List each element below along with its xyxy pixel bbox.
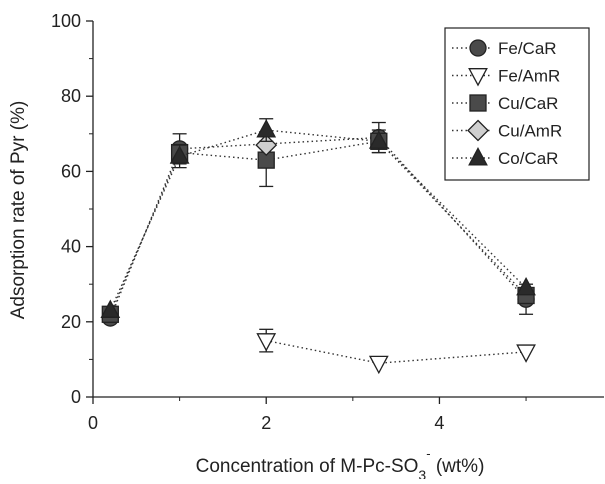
legend-marker <box>469 39 487 57</box>
y-tick-label: 40 <box>61 237 81 257</box>
x-axis-label-main: Concentration of M-Pc-SO <box>196 456 419 477</box>
legend-item-cu-car: Cu/CaR <box>452 94 558 113</box>
legend-box <box>444 27 590 181</box>
series-co-car <box>100 118 536 318</box>
legend-label: Fe/AmR <box>498 67 560 86</box>
series-line <box>109 129 527 311</box>
legend-marker <box>467 119 489 142</box>
y-axis-label: Adsorption rate of Pyr (%) <box>8 101 29 320</box>
series-line <box>109 136 527 319</box>
axes: 0 20 40 60 80 100 0 2 4 <box>51 11 604 433</box>
y-tick-label: 60 <box>61 161 81 181</box>
data-point <box>516 344 536 363</box>
series-fe-amr <box>256 328 536 375</box>
y-tick-label: 80 <box>61 86 81 106</box>
data-point <box>256 119 277 138</box>
legend-item-cu-amr: Cu/AmR <box>452 119 562 142</box>
y-tick-label: 100 <box>51 11 81 31</box>
x-axis-label: Concentration of M-Pc-SO3- (wt%) <box>196 446 485 479</box>
x-tick-label: 4 <box>434 413 444 433</box>
legend-item-fe-amr: Fe/AmR <box>452 67 560 87</box>
legend: Fe/CaR Fe/AmR Cu/CaR Cu/AmR Co/CaR <box>444 27 590 181</box>
legend-label: Cu/CaR <box>498 94 558 113</box>
data-point <box>368 355 389 375</box>
legend-marker <box>468 147 488 166</box>
x-axis-label-subscript: 3 <box>418 467 426 479</box>
x-tick-label: 0 <box>88 413 98 433</box>
x-axis-label-superscript: - <box>426 446 430 461</box>
series-layer <box>100 118 536 375</box>
legend-label: Fe/CaR <box>498 39 557 58</box>
legend-marker <box>469 94 487 112</box>
y-tick-label: 0 <box>71 387 81 407</box>
data-point <box>100 299 121 318</box>
data-point <box>516 276 536 296</box>
legend-label: Cu/AmR <box>498 122 562 141</box>
legend-label: Co/CaR <box>498 149 558 168</box>
data-point <box>169 145 190 164</box>
x-axis-label-unit: (wt%) <box>431 456 485 477</box>
data-point <box>256 333 277 352</box>
legend-item-co-car: Co/CaR <box>452 147 558 168</box>
data-point <box>368 130 389 149</box>
legend-item-fe-car: Fe/CaR <box>452 39 557 58</box>
series-line <box>266 339 527 364</box>
legend-marker <box>468 68 488 87</box>
y-tick-label: 20 <box>61 312 81 332</box>
x-tick-label: 2 <box>261 413 271 433</box>
